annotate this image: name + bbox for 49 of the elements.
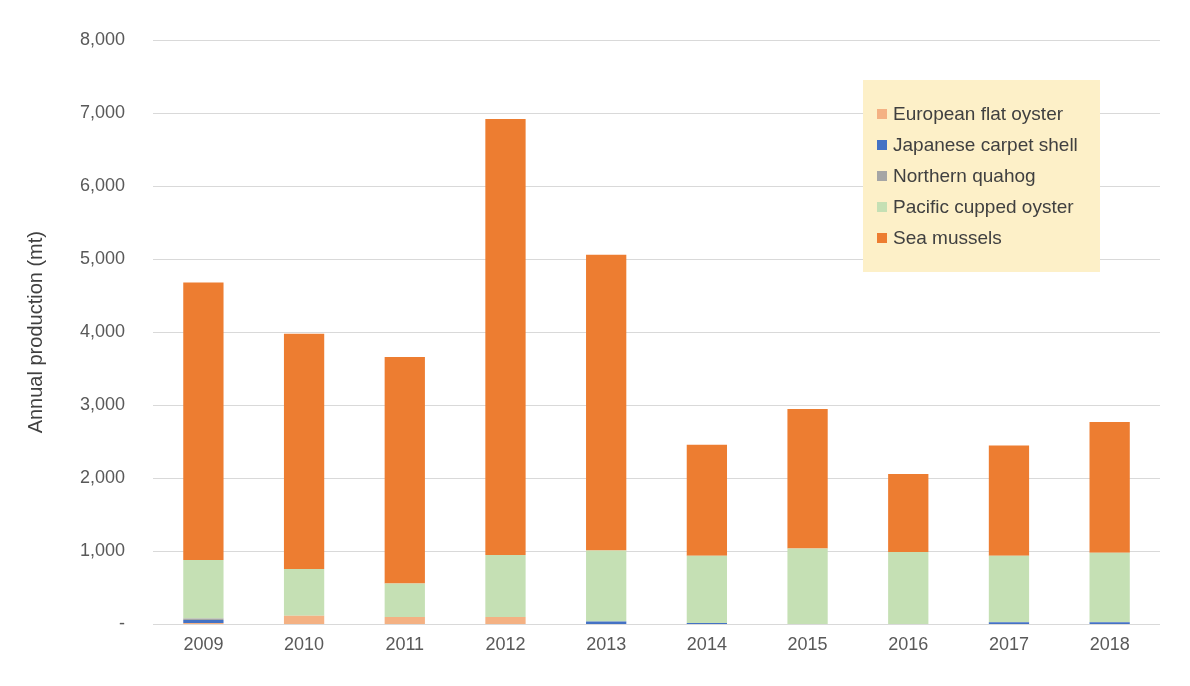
- y-tick-label: -: [119, 613, 126, 634]
- bar: [586, 621, 627, 624]
- bar: [485, 555, 526, 618]
- legend-label: Northern quahog: [893, 165, 1036, 187]
- y-tick-label: 2,000: [80, 467, 126, 488]
- x-tick-label: 2018: [1089, 634, 1130, 655]
- bar: [686, 444, 728, 556]
- y-tick-label: 3,000: [80, 394, 126, 415]
- bar: [988, 555, 1030, 623]
- x-tick-label: 2012: [485, 634, 526, 655]
- x-tick-label: 2017: [988, 634, 1029, 655]
- bar: [888, 552, 929, 624]
- bar: [485, 118, 526, 555]
- legend-label: Pacific cupped oyster: [893, 196, 1074, 218]
- bar: [183, 282, 224, 561]
- y-tick-label: 8,000: [80, 28, 126, 49]
- bar: [1089, 552, 1130, 623]
- x-tick-label: 2010: [284, 634, 325, 655]
- y-tick-label: 4,000: [80, 321, 126, 342]
- bar: [283, 615, 325, 624]
- bar: [183, 560, 224, 619]
- bar: [1089, 422, 1130, 553]
- bar: [686, 555, 728, 623]
- y-tick-label: 5,000: [80, 248, 126, 269]
- y-tick-label: 1,000: [80, 540, 126, 561]
- legend-label: Sea mussels: [893, 227, 1002, 249]
- bar: [384, 617, 425, 624]
- bar: [888, 473, 929, 553]
- bar: [787, 408, 828, 549]
- legend-label: Japanese carpet shell: [893, 134, 1078, 156]
- bar: [384, 583, 425, 618]
- bar: [384, 357, 425, 584]
- x-tick-label: 2011: [385, 634, 425, 655]
- x-tick-label: 2014: [686, 634, 727, 655]
- y-tick-label: 6,000: [80, 175, 126, 196]
- bar: [283, 568, 325, 616]
- x-tick-label: 2015: [787, 634, 828, 655]
- bar: [988, 445, 1030, 556]
- x-tick-label: 2013: [586, 634, 627, 655]
- y-axis-title: Annual production (mt): [23, 231, 46, 434]
- bar: [283, 333, 325, 569]
- bar: [485, 617, 526, 624]
- x-tick-label: 2016: [888, 634, 929, 655]
- legend-label: European flat oyster: [893, 103, 1064, 125]
- bar: [787, 548, 828, 624]
- x-tick-label: 2009: [183, 634, 224, 655]
- bar: [586, 550, 627, 622]
- bar: [586, 254, 627, 551]
- y-tick-label: 7,000: [80, 102, 126, 123]
